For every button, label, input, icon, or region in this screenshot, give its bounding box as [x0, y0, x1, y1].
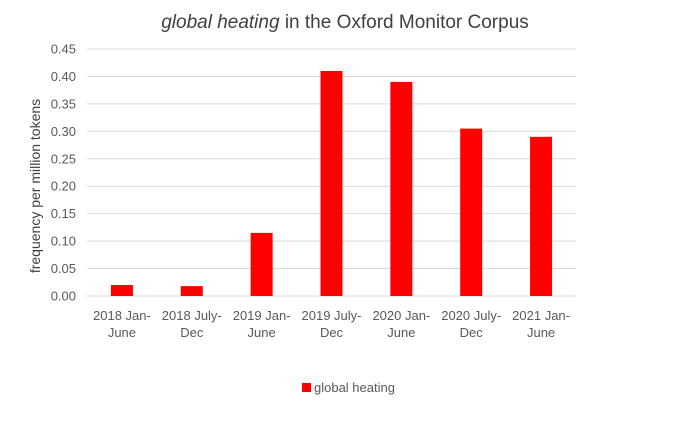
bar [110, 285, 133, 296]
y-tick-label: 0.40 [51, 69, 76, 84]
chart-title: global heating in the Oxford Monitor Cor… [161, 12, 529, 33]
bar [250, 232, 273, 296]
y-tick-label: 0.35 [51, 96, 76, 111]
bar [530, 136, 553, 296]
legend-label: global heating [314, 380, 395, 395]
bar [180, 286, 203, 296]
x-category-label-line: June [248, 325, 276, 340]
x-category-label-line: June [108, 325, 136, 340]
x-category-label: 2019 Jan- June [233, 308, 291, 340]
x-category-label-line: June [387, 325, 415, 340]
x-category-label: 2021 Jan- June [512, 308, 570, 340]
x-category-label: 2019 July- Dec [302, 308, 362, 340]
y-axis-title: frequency per million tokens [27, 99, 43, 273]
chart-title-rest: in the Oxford Monitor Corpus [280, 12, 529, 33]
x-category-label-line: Dec [180, 325, 204, 340]
x-category-label-line: 2019 July- [302, 308, 362, 323]
y-tick-label: 0.45 [51, 42, 76, 57]
y-tick-label: 0.20 [51, 179, 76, 194]
y-tick-label: 0.05 [51, 261, 76, 276]
bar [390, 81, 413, 296]
x-category-label: 2018 Jan- June [93, 308, 151, 340]
y-axis-ticks: 0.00 0.05 0.10 0.15 0.20 0.25 0.30 0.35 0.40 0.45 [51, 42, 76, 304]
legend-swatch [302, 383, 311, 392]
x-category-label: 2018 July- Dec [162, 308, 222, 340]
x-category-label-line: 2021 Jan- [512, 308, 570, 323]
legend: global heating [302, 380, 395, 395]
x-category-label-line: 2018 Jan- [93, 308, 151, 323]
bar [460, 128, 483, 296]
x-category-label-line: 2020 July- [441, 308, 501, 323]
x-category-label-line: 2020 Jan- [372, 308, 430, 323]
x-category-label: 2020 Jan- June [372, 308, 430, 340]
x-category-label: 2020 July- Dec [441, 308, 501, 340]
x-category-label-line: 2018 July- [162, 308, 222, 323]
y-tick-label: 0.15 [51, 206, 76, 221]
x-category-label-line: Dec [460, 325, 484, 340]
x-category-label-line: Dec [320, 325, 344, 340]
y-tick-label: 0.25 [51, 151, 76, 166]
x-category-label-line: June [527, 325, 555, 340]
x-category-label-line: 2019 Jan- [233, 308, 291, 323]
y-tick-label: 0.00 [51, 289, 76, 304]
bars [110, 70, 553, 296]
y-tick-label: 0.10 [51, 234, 76, 249]
bar [320, 70, 343, 296]
chart-title-italic: global heating [161, 12, 280, 33]
y-tick-label: 0.30 [51, 124, 76, 139]
